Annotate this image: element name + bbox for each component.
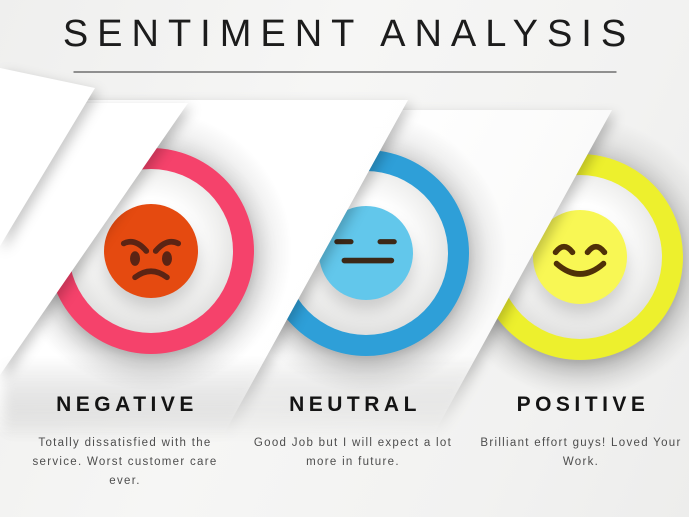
angry-face-icon	[104, 204, 198, 298]
sentiment-description: Good Job but I will expect a lot more in…	[253, 437, 453, 468]
sentiment-description: Totally dissatisfied with the service. W…	[32, 437, 218, 487]
sentiment-label: NEUTRAL	[289, 393, 421, 416]
column-negative: NEGATIVE Totally dissatisfied with the s…	[10, 393, 240, 491]
sentiment-ring-negative	[48, 148, 254, 354]
sentiment-label: POSITIVE	[516, 393, 650, 416]
sentiment-label: NEGATIVE	[56, 393, 198, 416]
column-positive: POSITIVE Brilliant effort guys! Loved Yo…	[466, 393, 689, 472]
title-divider	[73, 71, 616, 73]
sentiment-card-negative	[0, 91, 311, 411]
sentiment-description: Brilliant effort guys! Loved Your Work.	[480, 437, 682, 468]
medallion-inner-panel	[69, 169, 233, 333]
neutral-face-icon	[319, 206, 413, 300]
happy-face-icon	[533, 210, 627, 304]
page-title: SENTIMENT ANALYSIS	[62, 13, 636, 55]
column-neutral: NEUTRAL Good Job but I will expect a lot…	[238, 393, 468, 472]
